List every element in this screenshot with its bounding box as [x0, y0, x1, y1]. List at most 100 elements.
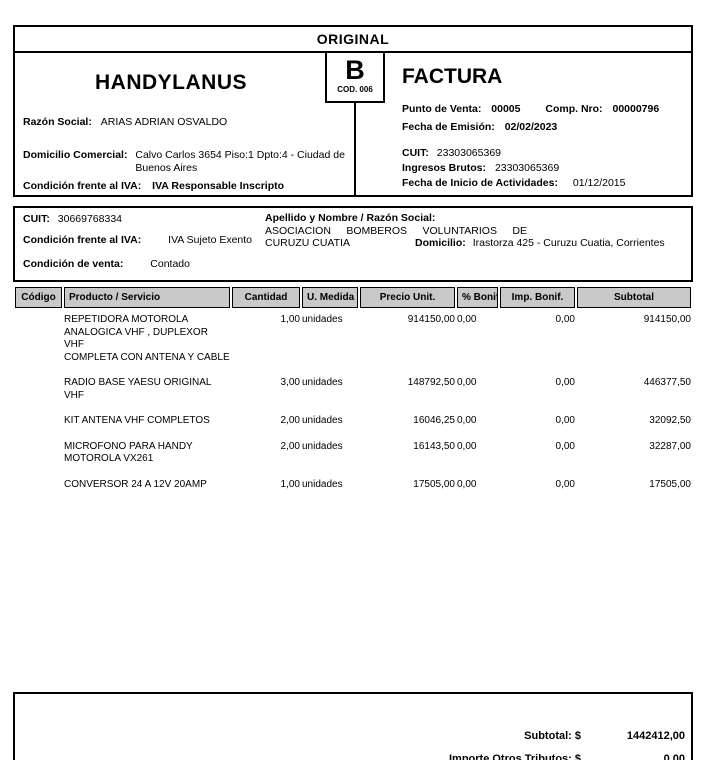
cell-producto: MICROFONO PARA HANDY MOTOROLA VX261 [64, 440, 193, 465]
customer-razon-social-label: Apellido y Nombre / Razón Social: [265, 212, 436, 224]
inicio-actividades-label: Fecha de Inicio de Actividades: [402, 177, 558, 189]
subtotal-value: 1442412,00 [626, 730, 685, 742]
razon-social-label: Razón Social: [23, 116, 92, 128]
inicio-actividades-value: 01/12/2015 [572, 177, 626, 189]
cell-unidad: unidades [302, 377, 343, 388]
cell-cantidad: 1,00 [280, 478, 300, 490]
cell-precio: 16143,50 [413, 440, 455, 452]
cell-cantidad: 1,00 [280, 314, 300, 325]
copy-label-bar: ORIGINAL [15, 27, 691, 53]
cell-subtotal: 446377,50 [643, 377, 691, 388]
cell-producto: KIT ANTENA VHF COMPLETOS [64, 415, 210, 426]
customer-condicion-iva-label: Condición frente al IVA: [23, 234, 142, 246]
subtotal-label: Subtotal: $ [524, 730, 581, 742]
column-header-6: Imp. Bonif. [500, 287, 575, 308]
invoice-type-box: B COD. 006 [325, 51, 385, 103]
otros-tributos-label: Importe Otros Tributos: $ [448, 753, 581, 760]
cell-producto: REPETIDORA MOTOROLA ANALOGICA VHF , DUPL… [64, 314, 230, 363]
column-header-5: % Bonif [457, 287, 498, 308]
cell-unidad: unidades [302, 415, 343, 426]
inicio-actividades-line: Fecha de Inicio de Actividades: 01/12/20… [402, 177, 625, 190]
totals-box: Subtotal: $ 1442412,00 Importe Otros Tri… [13, 692, 693, 760]
cell-imp_bonif: 0,00 [555, 314, 575, 325]
ingresos-brutos-label: Ingresos Brutos: [402, 162, 487, 174]
cell-bonif: 0,00 [457, 478, 477, 490]
cell-codigo [15, 441, 62, 479]
comp-nro-value: 00000796 [612, 103, 660, 115]
punto-venta-label: Punto de Venta: [402, 103, 482, 115]
items-table: Código Producto / Servicio Cantidad U. Medi… [13, 287, 693, 504]
header-vertical-divider [354, 103, 356, 195]
cell-bonif: 0,00 [457, 314, 477, 325]
seller-condicion-iva-label: Condición frente al IVA: [23, 180, 142, 192]
customer-cuit-line: CUIT: 30669768334 [23, 213, 122, 226]
seller-name: HANDYLANUS [95, 71, 247, 94]
cell-precio: 17505,00 [413, 478, 455, 490]
cell-unidad: unidades [302, 440, 343, 452]
cell-codigo [15, 377, 62, 415]
header-box: ORIGINAL HANDYLANUS Razón Social: ARIAS … [13, 25, 693, 197]
column-header-2: Cantidad [232, 287, 300, 308]
cell-imp_bonif: 0,00 [555, 415, 575, 426]
seller-cuit-line: CUIT: 23303065369 [402, 147, 501, 160]
cell-codigo [15, 415, 62, 441]
cell-codigo [15, 479, 62, 505]
table-row: CONVERSOR 24 A 12V 20AMP 1,00 unidades 1750… [15, 479, 691, 505]
cell-precio: 914150,00 [407, 314, 455, 325]
customer-domicilio-label: Domicilio: [415, 237, 466, 249]
otros-tributos-value: 0,00 [663, 753, 685, 760]
cell-subtotal: 32287,00 [649, 440, 691, 452]
cell-bonif: 0,00 [457, 377, 477, 388]
cell-cantidad: 3,00 [280, 377, 300, 388]
cell-codigo [15, 308, 62, 377]
ingresos-brutos-value: 23303065369 [494, 162, 560, 174]
punto-venta-value: 00005 [491, 103, 521, 115]
invoice-type-code: COD. 006 [337, 85, 373, 94]
invoice-title: FACTURA [402, 65, 503, 88]
column-header-4: Precio Unit. [360, 287, 455, 308]
customer-domicilio-line: Domicilio: Irastorza 425 - Curuzu Cuatia… [415, 237, 665, 249]
customer-cuit-value: 30669768334 [57, 213, 123, 225]
punto-venta-line: Punto de Venta: 00005 Comp. Nro: 0000079… [402, 103, 659, 116]
subtotal-row: Subtotal: $ 1442412,00 [15, 730, 691, 744]
seller-domicilio-line: Domicilio Comercial: Calvo Carlos 3654 P… [23, 149, 363, 175]
cell-unidad: unidades [302, 314, 343, 325]
fecha-emision-value: 02/02/2023 [504, 121, 558, 133]
condicion-venta-value: Contado [150, 258, 190, 270]
razon-social-value: ARIAS ADRIAN OSVALDO [100, 116, 228, 128]
comp-nro-label: Comp. Nro: [545, 103, 603, 115]
cell-bonif: 0,00 [457, 415, 477, 426]
seller-cuit-label: CUIT: [402, 147, 429, 159]
seller-condicion-iva-line: Condición frente al IVA: IVA Responsable… [23, 180, 284, 193]
table-row: KIT ANTENA VHF COMPLETOS 2,00 unidades 1604… [15, 415, 691, 441]
cell-precio: 16046,25 [413, 415, 455, 426]
header-area: HANDYLANUS Razón Social: ARIAS ADRIAN OS… [15, 51, 691, 195]
cell-producto: CONVERSOR 24 A 12V 20AMP [64, 478, 207, 490]
cell-unidad: unidades [302, 478, 343, 490]
cell-subtotal: 32092,50 [649, 415, 691, 426]
otros-tributos-row: Importe Otros Tributos: $ 0,00 [15, 753, 691, 760]
domicilio-comercial-label: Domicilio Comercial: [23, 149, 128, 161]
table-row: RADIO BASE YAESU ORIGINAL VHF 3,00 unidade… [15, 377, 691, 415]
ingresos-brutos-line: Ingresos Brutos: 23303065369 [402, 162, 559, 175]
domicilio-comercial-value: Calvo Carlos 3654 Piso:1 Dpto:4 - Ciudad… [135, 149, 345, 174]
customer-condicion-iva-line: Condición frente al IVA: IVA Sujeto Exen… [23, 234, 252, 247]
cell-producto: RADIO BASE YAESU ORIGINAL VHF [64, 377, 212, 401]
column-header-0: Código [15, 287, 62, 308]
customer-condicion-iva-value: IVA Sujeto Exento [168, 234, 253, 246]
cell-imp_bonif: 0,00 [555, 478, 575, 490]
cell-cantidad: 2,00 [280, 415, 300, 426]
condicion-venta-label: Condición de venta: [23, 258, 124, 270]
cell-cantidad: 2,00 [280, 440, 300, 452]
customer-cuit-label: CUIT: [23, 213, 50, 225]
customer-box: CUIT: 30669768334 Apellido y Nombre / Ra… [13, 206, 693, 282]
table-row: MICROFONO PARA HANDY MOTOROLA VX261 2,00 u… [15, 441, 691, 479]
fecha-emision-label: Fecha de Emisión: [402, 121, 495, 133]
column-header-3: U. Medida [302, 287, 358, 308]
table-row: REPETIDORA MOTOROLA ANALOGICA VHF , DUPL… [15, 308, 691, 377]
condicion-venta-line: Condición de venta: Contado [23, 258, 190, 271]
items-header-row: Código Producto / Servicio Cantidad U. Medi… [15, 287, 691, 308]
seller-cuit-value: 23303065369 [436, 147, 502, 159]
customer-razon-social-value: ASOCIACION BOMBEROS VOLUNTARIOS DE CURUZ… [265, 224, 527, 250]
